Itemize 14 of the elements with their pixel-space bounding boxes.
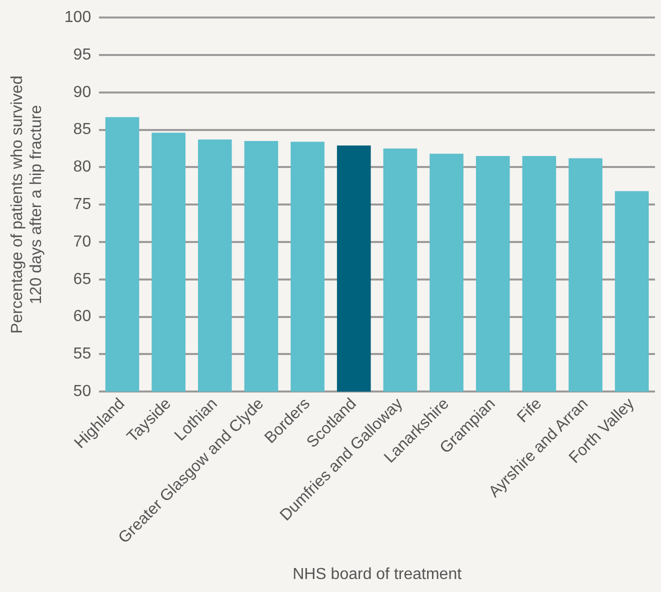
y-tick-label: 70 <box>73 233 92 250</box>
y-tick-label: 95 <box>73 46 92 64</box>
y-tick-label: 85 <box>73 121 92 138</box>
y-tick-label: 60 <box>73 308 92 326</box>
y-tick-label: 65 <box>73 270 92 288</box>
y-tick-label: 100 <box>64 9 92 26</box>
y-tick-label: 75 <box>73 196 92 214</box>
y-tick-label: 90 <box>73 84 92 101</box>
y-axis-title: Percentage of patients who survived 120 days after a hip fracture <box>9 76 46 334</box>
x-axis-title: NHS board of treatment <box>292 566 462 583</box>
x-tick-label: Fife <box>514 395 546 426</box>
y-tick-label: 80 <box>73 158 92 176</box>
y-tick-label: 50 <box>73 383 92 400</box>
y-tick-label: 55 <box>73 346 92 363</box>
